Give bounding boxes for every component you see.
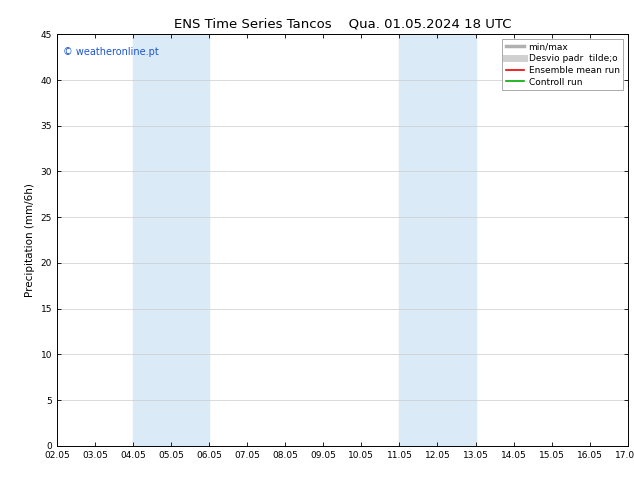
Legend: min/max, Desvio padr  tilde;o, Ensemble mean run, Controll run: min/max, Desvio padr tilde;o, Ensemble m… [502, 39, 623, 90]
Text: © weatheronline.pt: © weatheronline.pt [63, 47, 158, 57]
Y-axis label: Precipitation (mm/6h): Precipitation (mm/6h) [25, 183, 35, 297]
Bar [399, 34, 476, 446]
Title: ENS Time Series Tancos    Qua. 01.05.2024 18 UTC: ENS Time Series Tancos Qua. 01.05.2024 1… [174, 17, 511, 30]
Bar [133, 34, 209, 446]
